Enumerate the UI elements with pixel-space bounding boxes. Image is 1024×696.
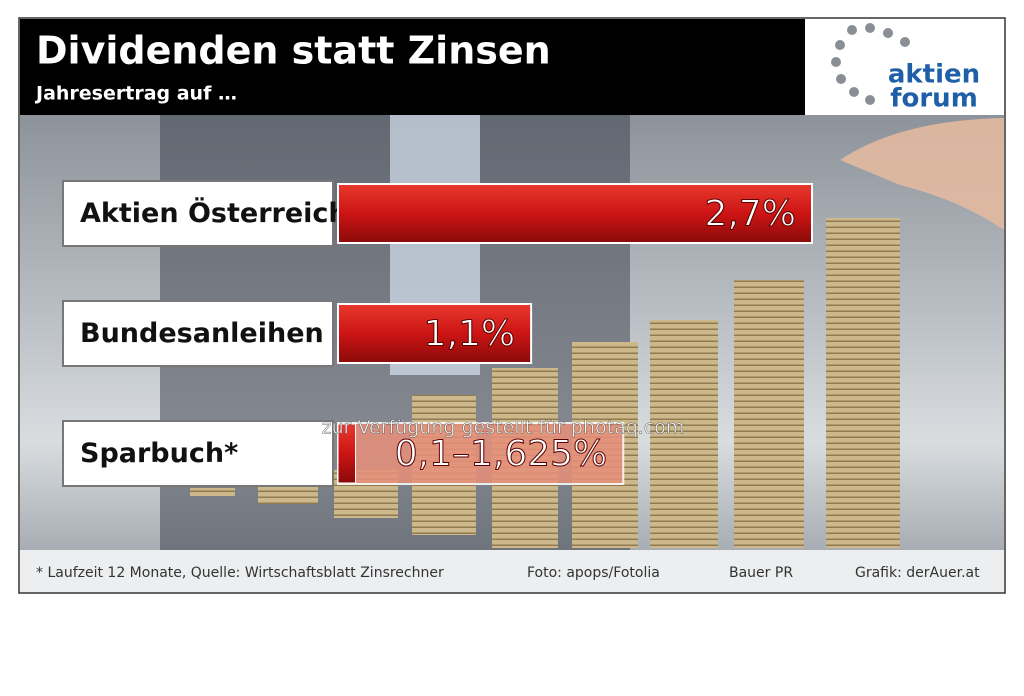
bar <box>337 303 533 364</box>
footer-graphic: Grafik: derAuer.at <box>855 565 980 581</box>
category-label: Bundesanleihen <box>80 318 324 349</box>
category-box <box>62 300 334 367</box>
footer-agency: Bauer PR <box>729 565 793 581</box>
header <box>20 19 805 115</box>
subtitle: Jahresertrag auf … <box>34 83 237 105</box>
bars: Aktien Österreich 2,7% Bundesanleihen 1,1% S… <box>62 180 813 487</box>
value-label: 2,7% <box>705 194 796 235</box>
category-box <box>62 420 334 487</box>
value-label: 1,1% <box>424 314 515 355</box>
category-box <box>62 180 334 247</box>
range-bar <box>337 422 625 485</box>
logo-line2: forum <box>890 84 978 114</box>
footer-note: * Laufzeit 12 Monate, Quelle: Wirtschaft… <box>36 565 444 581</box>
watermark: zur Verfügung gestellt für photaq.com <box>322 417 685 439</box>
logo-box <box>805 19 1004 115</box>
logo-line1: aktien <box>888 60 980 90</box>
value-label: 0,1–1,625% <box>395 434 608 475</box>
category-label: Aktien Österreich <box>80 196 348 229</box>
bar <box>337 423 357 484</box>
logo-dots <box>831 23 910 105</box>
title: Dividenden statt Zinsen <box>36 29 551 73</box>
bar <box>337 183 813 244</box>
footer-photo: Foto: apops/Fotolia <box>527 565 660 581</box>
category-label: Sparbuch* <box>80 438 238 469</box>
footer <box>20 550 1004 592</box>
